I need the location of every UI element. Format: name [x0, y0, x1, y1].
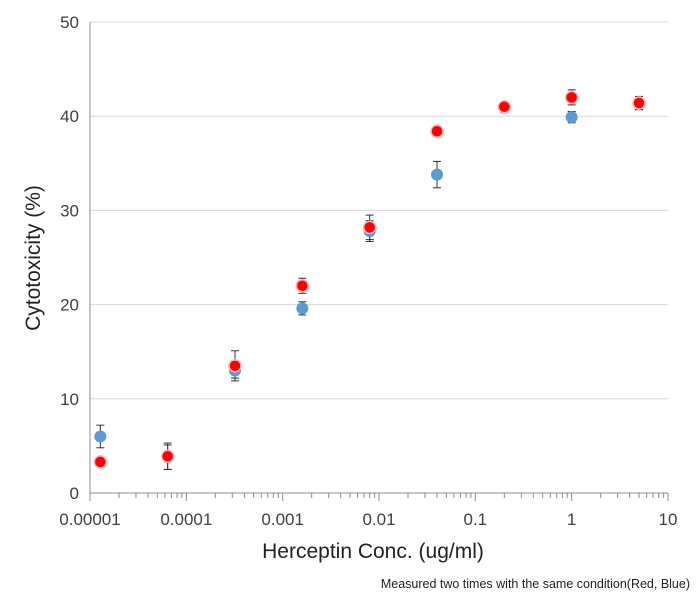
red-data-point [295, 279, 310, 293]
red-data-point [362, 220, 377, 235]
x-tick-label: 0.0001 [160, 510, 212, 529]
blue-data-point [296, 302, 309, 315]
x-tick-label: 10 [659, 510, 678, 529]
y-tick-label: 20 [60, 296, 79, 315]
blue-data-point [430, 168, 443, 181]
y-tick-label: 0 [70, 484, 79, 503]
red-data-point [160, 449, 175, 464]
y-tick-label: 50 [60, 13, 79, 32]
error-bars [96, 89, 644, 470]
blue-data-point [565, 111, 578, 124]
red-data-point [497, 100, 512, 114]
blue-data-point [94, 430, 107, 443]
axes [89, 22, 669, 501]
x-tick-label: 1 [567, 510, 576, 529]
x-tick-label: 0.001 [261, 510, 304, 529]
y-tick-label: 40 [60, 107, 79, 126]
x-tick-label: 0.01 [362, 510, 395, 529]
y-tick-label: 10 [60, 390, 79, 409]
x-tick-label: 0.00001 [59, 510, 120, 529]
red-data-point [564, 90, 579, 105]
tick-labels: 0 10 20 30 40 50 0.00001 0.0001 0.001 0.01 0.1 1 10 [59, 13, 677, 529]
gridlines [90, 21, 668, 400]
x-axis-title: Herceptin Conc. (ug/ml) [262, 540, 484, 563]
y-tick-label: 30 [60, 201, 79, 220]
red-data-point [430, 124, 444, 139]
measurement-note: Measured two times with the same conditi… [381, 577, 690, 591]
red-data-point [228, 359, 242, 373]
red-data-point [632, 96, 646, 110]
y-axis-title: Cytotoxicity (%) [22, 185, 45, 331]
x-tick-label: 0.1 [464, 510, 488, 529]
data-points [93, 90, 646, 469]
red-data-point [93, 455, 108, 469]
